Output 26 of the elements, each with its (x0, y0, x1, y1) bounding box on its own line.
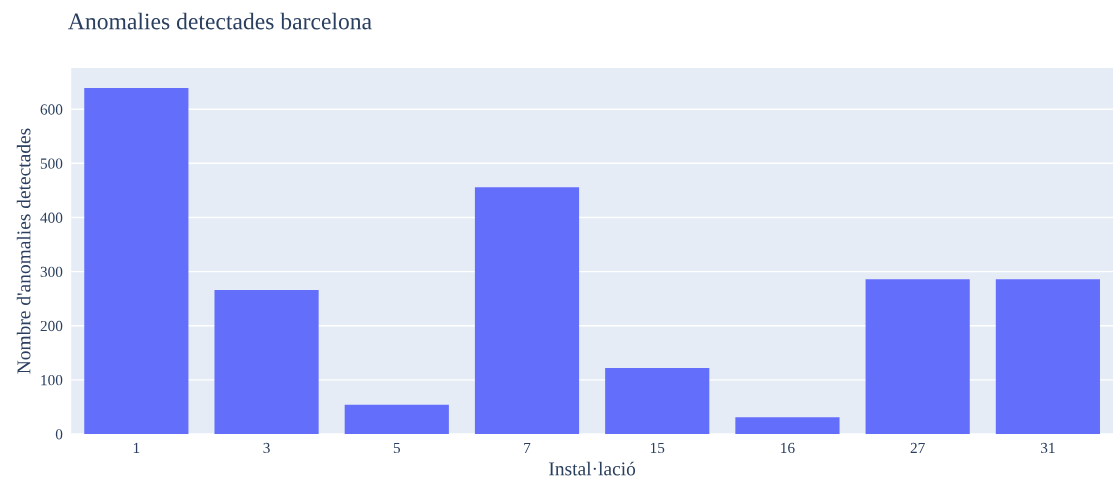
y-tick-label: 400 (40, 212, 63, 223)
bar (865, 279, 970, 434)
chart-title: Anomalies detectades barcelona (68, 12, 372, 30)
x-tick-label: 16 (781, 442, 795, 454)
y-axis-title: Nombre d'anomalies detectades (16, 128, 31, 374)
bar (605, 367, 710, 434)
y-tick-label: 200 (40, 320, 63, 332)
bar (995, 279, 1100, 434)
y-tick-label: 600 (40, 104, 63, 115)
x-tick-label: 1 (133, 442, 140, 453)
bar (735, 417, 840, 434)
x-axis-title: Instal·lació (549, 461, 636, 476)
y-tick-label: 500 (40, 158, 63, 169)
bar (344, 404, 449, 434)
y-tick-label: 300 (40, 266, 63, 278)
x-tick-label: 27 (910, 442, 925, 453)
y-tick-label: 100 (41, 375, 63, 386)
bar (84, 88, 189, 434)
x-tick-label: 31 (1040, 442, 1055, 454)
x-tick-label: 3 (263, 442, 270, 454)
x-tick-label: 7 (524, 442, 531, 453)
x-tick-label: 5 (393, 442, 401, 454)
x-tick-label: 15 (650, 442, 665, 454)
bar (214, 290, 319, 434)
bar (474, 187, 580, 434)
y-tick-label: 0 (55, 429, 63, 440)
